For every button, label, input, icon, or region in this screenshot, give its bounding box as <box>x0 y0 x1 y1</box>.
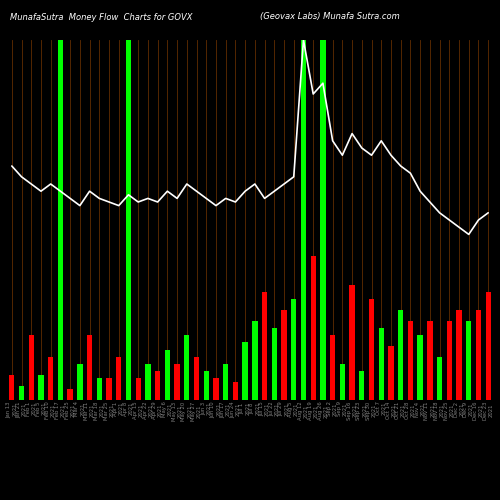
Text: MunafaSutra  Money Flow  Charts for GOVX: MunafaSutra Money Flow Charts for GOVX <box>10 12 192 22</box>
Text: (Geovax Labs) Munafa Sutra.com: (Geovax Labs) Munafa Sutra.com <box>260 12 400 22</box>
Bar <box>77 364 82 400</box>
Bar <box>106 378 112 400</box>
Bar <box>145 364 150 400</box>
Bar <box>136 378 141 400</box>
Bar <box>320 40 326 400</box>
Bar <box>252 321 258 400</box>
Bar <box>291 299 296 400</box>
Bar <box>58 40 63 400</box>
Bar <box>437 357 442 400</box>
Bar <box>340 364 345 400</box>
Bar <box>19 386 24 400</box>
Bar <box>330 335 336 400</box>
Bar <box>476 310 481 400</box>
Bar <box>310 256 316 400</box>
Bar <box>359 371 364 400</box>
Bar <box>9 375 15 400</box>
Bar <box>466 321 471 400</box>
Bar <box>232 382 238 400</box>
Bar <box>301 40 306 400</box>
Bar <box>38 375 44 400</box>
Bar <box>398 310 404 400</box>
Bar <box>204 371 209 400</box>
Bar <box>126 40 131 400</box>
Bar <box>214 378 218 400</box>
Bar <box>194 357 199 400</box>
Bar <box>164 350 170 400</box>
Bar <box>184 335 190 400</box>
Bar <box>369 299 374 400</box>
Bar <box>87 335 92 400</box>
Bar <box>388 346 394 400</box>
Bar <box>242 342 248 400</box>
Bar <box>282 310 286 400</box>
Bar <box>350 285 355 400</box>
Bar <box>174 364 180 400</box>
Bar <box>446 321 452 400</box>
Bar <box>456 310 462 400</box>
Bar <box>223 364 228 400</box>
Bar <box>418 335 423 400</box>
Bar <box>48 357 54 400</box>
Bar <box>28 335 34 400</box>
Bar <box>486 292 491 400</box>
Bar <box>427 321 432 400</box>
Bar <box>96 378 102 400</box>
Bar <box>68 389 73 400</box>
Bar <box>116 357 121 400</box>
Bar <box>378 328 384 400</box>
Bar <box>155 371 160 400</box>
Bar <box>408 321 413 400</box>
Bar <box>272 328 277 400</box>
Bar <box>262 292 268 400</box>
